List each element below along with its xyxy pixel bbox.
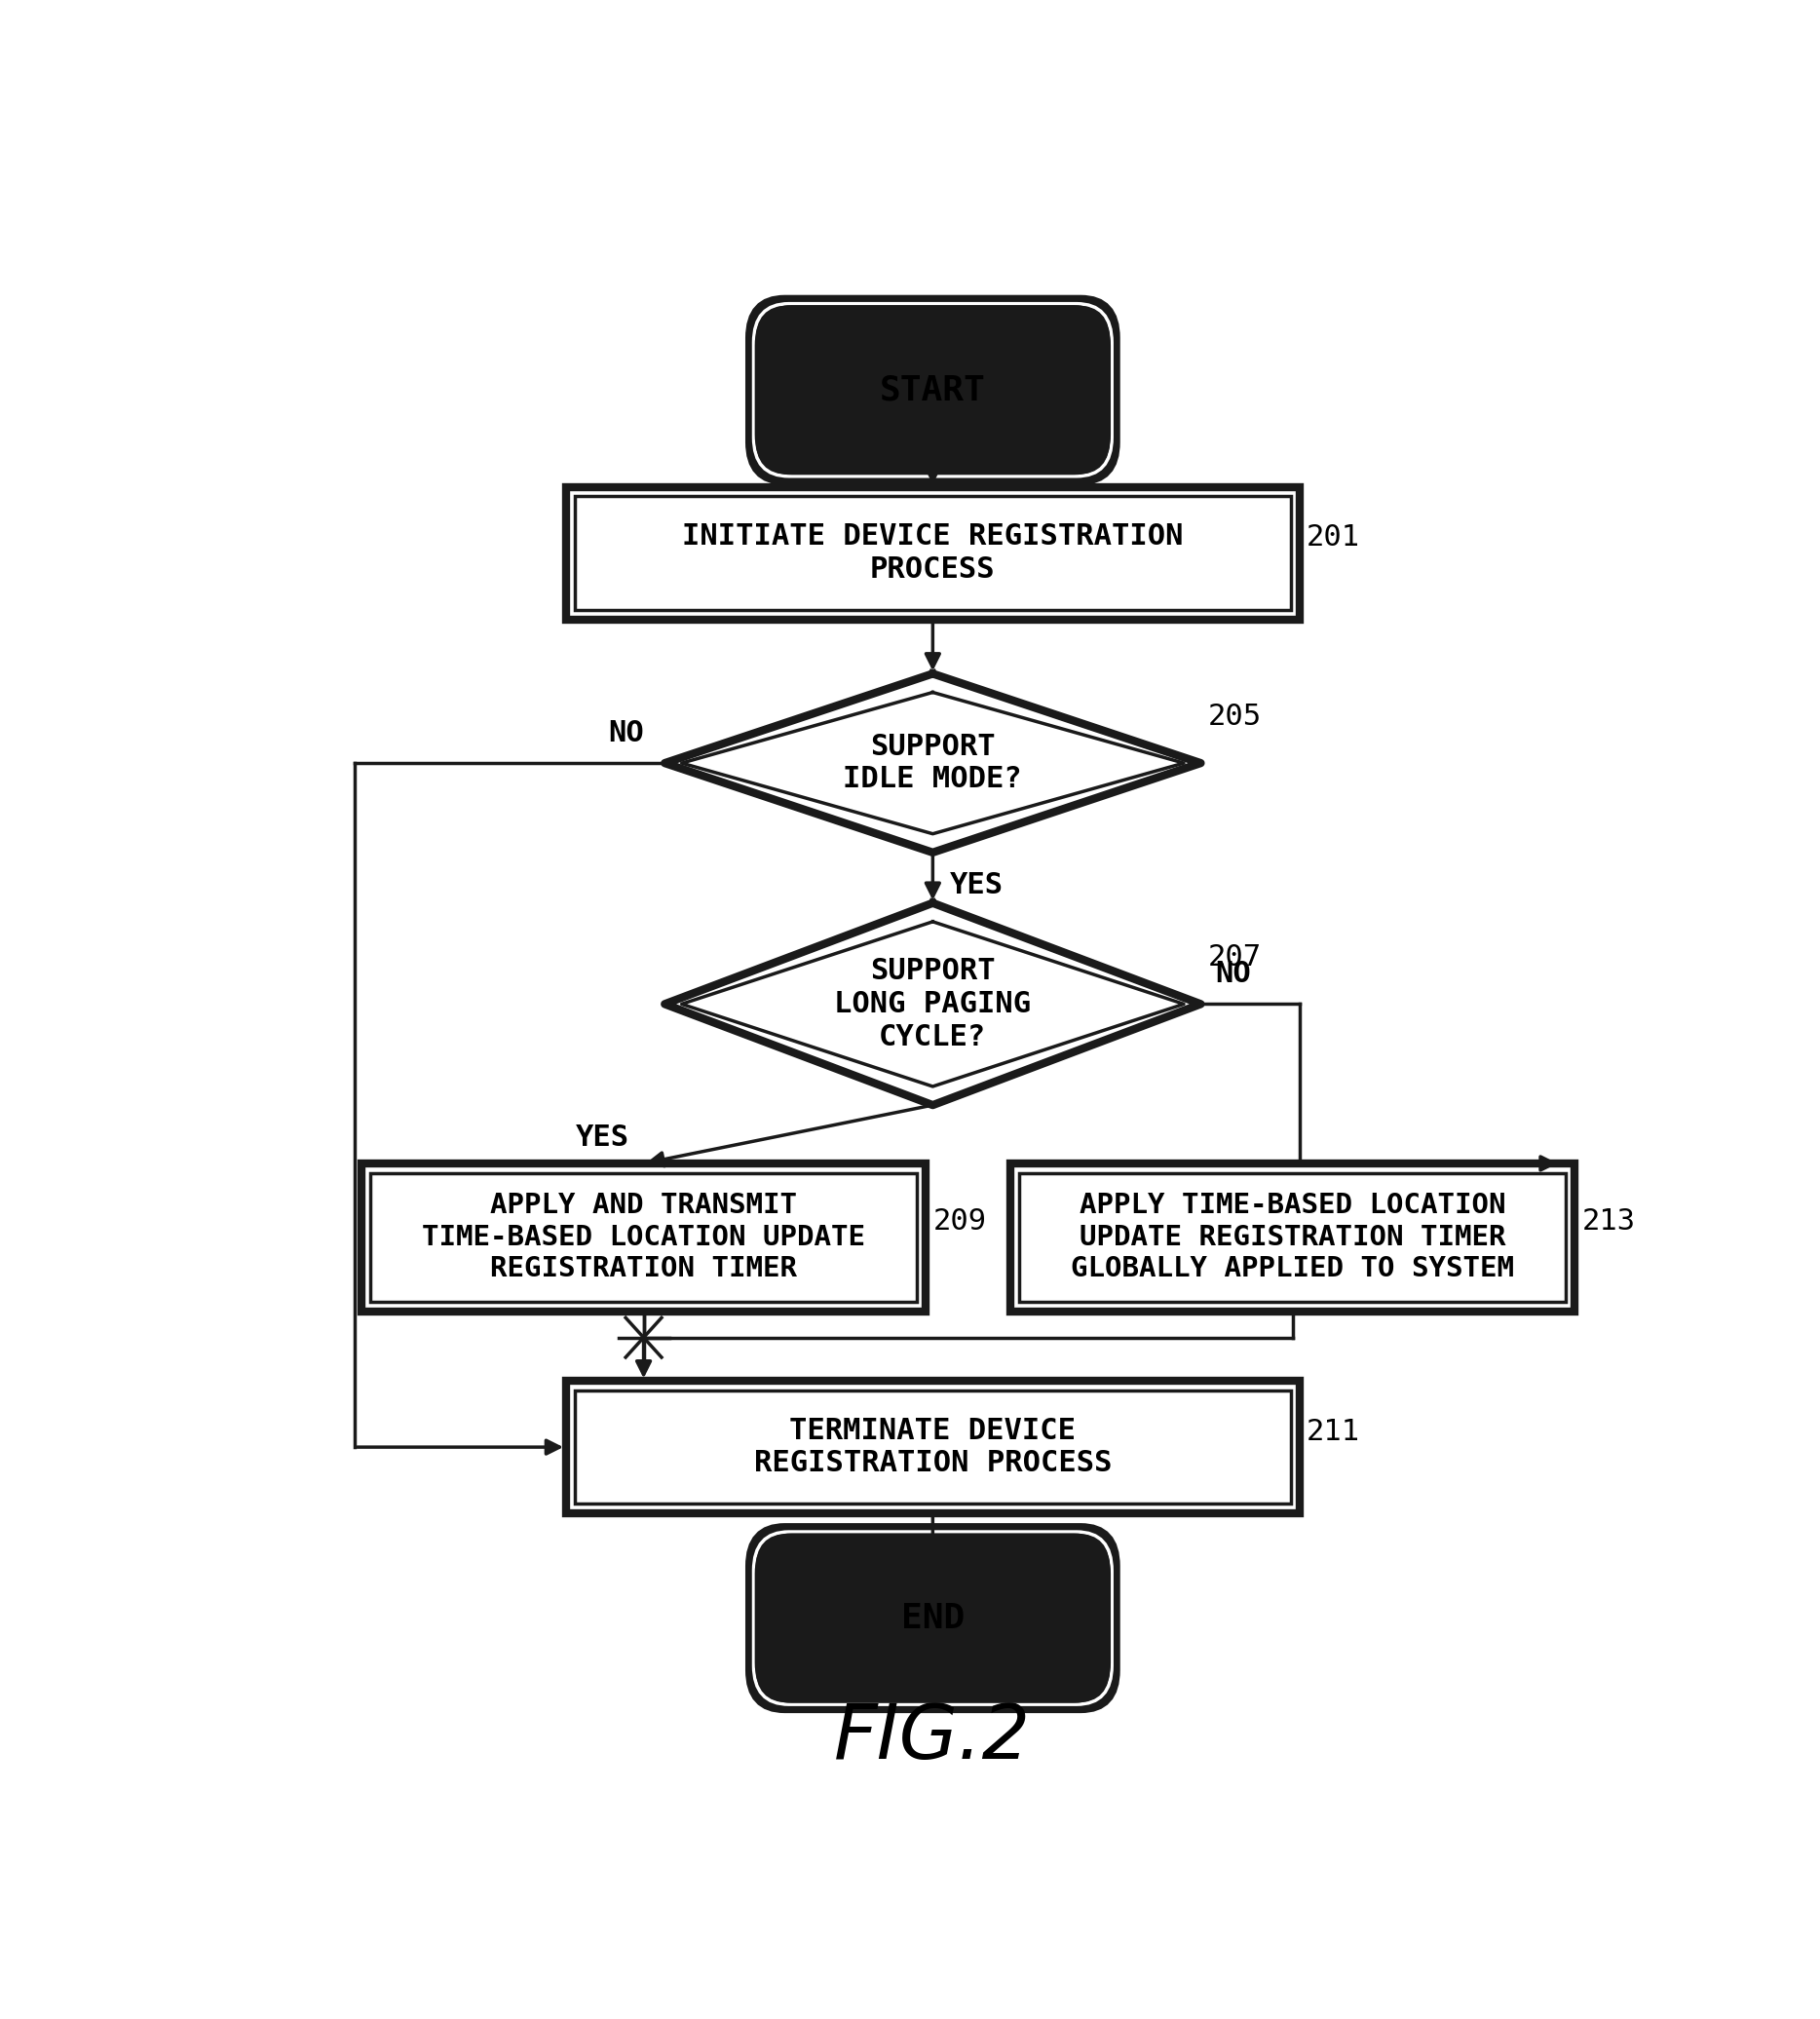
Text: YES: YES bbox=[950, 870, 1003, 898]
Text: APPLY AND TRANSMIT
TIME-BASED LOCATION UPDATE
REGISTRATION TIMER: APPLY AND TRANSMIT TIME-BASED LOCATION U… bbox=[422, 1191, 864, 1282]
Text: NO: NO bbox=[608, 719, 644, 747]
FancyBboxPatch shape bbox=[750, 299, 1116, 481]
Polygon shape bbox=[664, 674, 1201, 852]
Text: 209: 209 bbox=[934, 1207, 986, 1236]
Bar bbox=[566, 487, 1299, 620]
Bar bbox=[575, 1391, 1290, 1504]
Text: NO: NO bbox=[1216, 961, 1250, 989]
Text: INITIATE DEVICE REGISTRATION
PROCESS: INITIATE DEVICE REGISTRATION PROCESS bbox=[682, 523, 1183, 583]
Bar bbox=[362, 1163, 926, 1310]
Bar bbox=[566, 1381, 1299, 1512]
Text: TERMINATE DEVICE
REGISTRATION PROCESS: TERMINATE DEVICE REGISTRATION PROCESS bbox=[753, 1417, 1112, 1478]
Polygon shape bbox=[664, 902, 1201, 1104]
Text: 211: 211 bbox=[1307, 1417, 1360, 1446]
Text: SUPPORT
IDLE MODE?: SUPPORT IDLE MODE? bbox=[843, 733, 1023, 793]
Text: 213: 213 bbox=[1582, 1207, 1636, 1236]
Bar bbox=[575, 497, 1290, 610]
Text: APPLY TIME-BASED LOCATION
UPDATE REGISTRATION TIMER
GLOBALLY APPLIED TO SYSTEM: APPLY TIME-BASED LOCATION UPDATE REGISTR… bbox=[1070, 1191, 1514, 1282]
Bar bbox=[1019, 1173, 1565, 1302]
Text: FIG.2: FIG.2 bbox=[834, 1700, 1032, 1775]
FancyBboxPatch shape bbox=[750, 1526, 1116, 1708]
Text: 201: 201 bbox=[1307, 523, 1360, 551]
Text: SUPPORT
LONG PAGING
CYCLE?: SUPPORT LONG PAGING CYCLE? bbox=[834, 957, 1032, 1052]
Text: 207: 207 bbox=[1208, 943, 1261, 971]
Text: START: START bbox=[879, 374, 986, 406]
Text: 205: 205 bbox=[1208, 703, 1261, 731]
Text: YES: YES bbox=[575, 1125, 630, 1153]
Bar bbox=[369, 1173, 917, 1302]
Bar bbox=[1010, 1163, 1574, 1310]
Text: END: END bbox=[901, 1601, 965, 1635]
